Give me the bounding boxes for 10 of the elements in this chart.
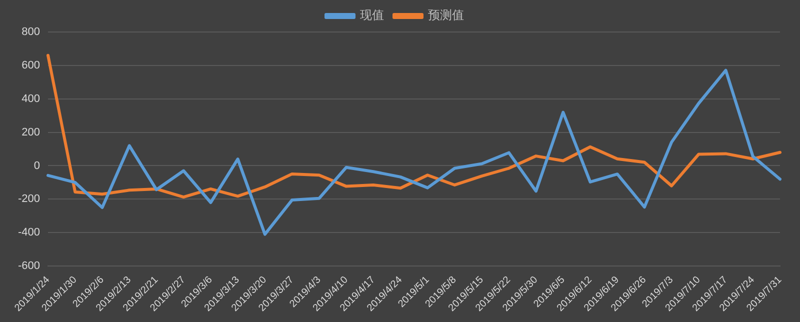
y-tick-label: 200 — [22, 126, 40, 138]
legend-label: 预测值 — [428, 8, 464, 22]
legend-label: 现值 — [360, 8, 384, 22]
y-tick-label: -200 — [18, 193, 40, 206]
y-tick-label: 600 — [22, 59, 40, 72]
y-tick-label: -600 — [18, 260, 40, 272]
y-tick-label: 0 — [34, 160, 40, 172]
y-tick-label: 400 — [22, 92, 40, 105]
y-tick-label: -400 — [18, 226, 40, 239]
y-tick-label: 800 — [22, 26, 40, 38]
